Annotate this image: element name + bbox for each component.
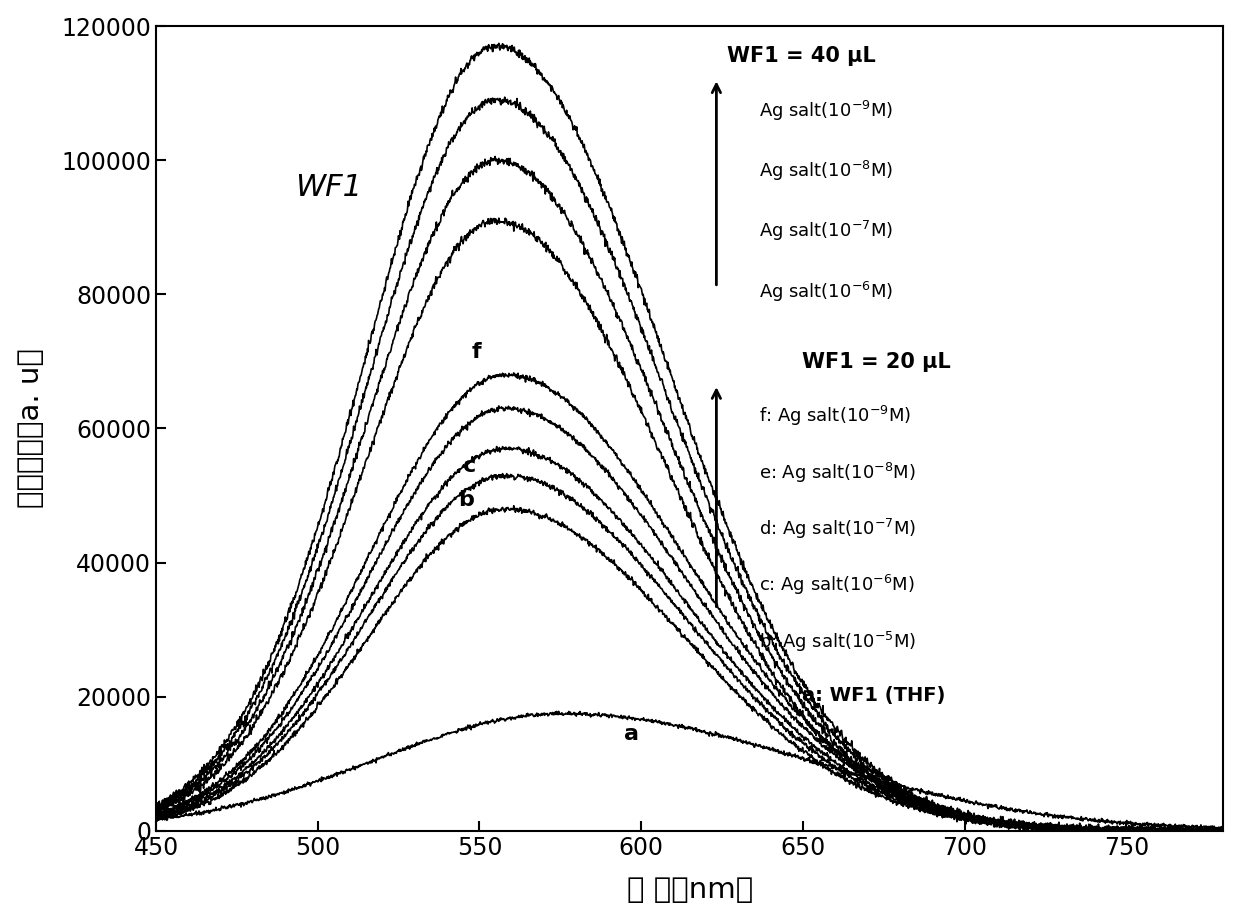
- Text: Ag salt(10$^{-9}$M): Ag salt(10$^{-9}$M): [759, 99, 893, 122]
- Text: WF1 = 40 μL: WF1 = 40 μL: [727, 46, 875, 66]
- Text: c: Ag salt(10$^{-6}$M): c: Ag salt(10$^{-6}$M): [759, 573, 915, 598]
- Text: f: f: [471, 342, 481, 362]
- Text: Ag salt(10$^{-8}$M): Ag salt(10$^{-8}$M): [759, 159, 893, 183]
- Y-axis label: 荧光强度（a. u）: 荧光强度（a. u）: [16, 348, 45, 508]
- Text: WF1: WF1: [295, 172, 362, 202]
- Text: WF1 = 20 μL: WF1 = 20 μL: [802, 352, 951, 372]
- Text: f: Ag salt(10$^{-9}$M): f: Ag salt(10$^{-9}$M): [759, 404, 911, 428]
- Text: b: Ag salt(10$^{-5}$M): b: Ag salt(10$^{-5}$M): [759, 630, 916, 654]
- Text: d: Ag salt(10$^{-7}$M): d: Ag salt(10$^{-7}$M): [759, 517, 916, 542]
- Text: e: Ag salt(10$^{-8}$M): e: Ag salt(10$^{-8}$M): [759, 460, 916, 484]
- Text: c: c: [464, 456, 476, 476]
- Text: a: a: [624, 724, 639, 744]
- Text: b: b: [459, 490, 475, 509]
- Text: a: WF1 (THF): a: WF1 (THF): [802, 686, 945, 705]
- X-axis label: 波 长（nm）: 波 长（nm）: [626, 877, 753, 904]
- Text: Ag salt(10$^{-7}$M): Ag salt(10$^{-7}$M): [759, 219, 893, 243]
- Text: Ag salt(10$^{-6}$M): Ag salt(10$^{-6}$M): [759, 280, 893, 304]
